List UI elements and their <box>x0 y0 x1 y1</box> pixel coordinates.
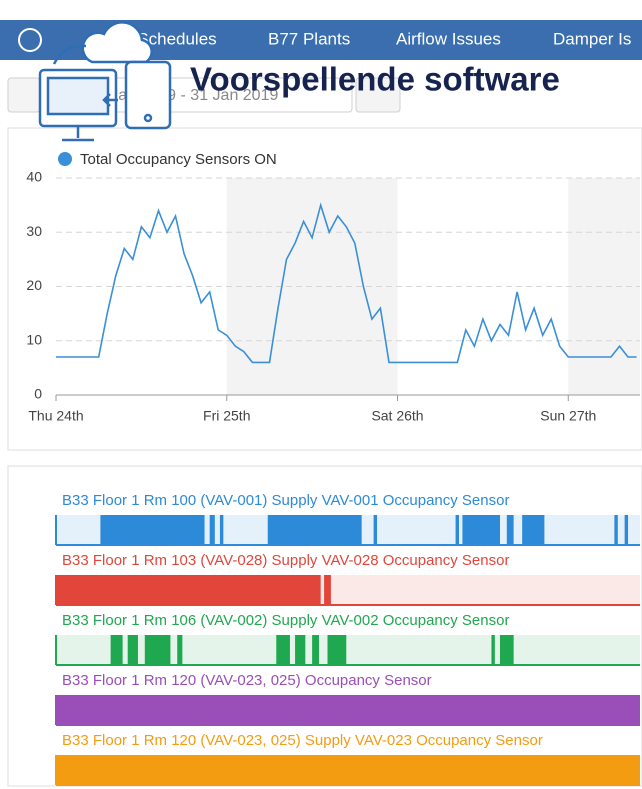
strip-label: B33 Floor 1 Rm 100 (VAV-001) Supply VAV-… <box>62 492 509 509</box>
x-tick-label: Sun 27th <box>540 408 596 424</box>
y-tick-label: 30 <box>26 223 42 239</box>
strip-label: B33 Floor 1 Rm 120 (VAV-023, 025) Occupa… <box>62 672 432 689</box>
nav-logo <box>18 28 42 52</box>
occupancy-interval <box>614 515 618 545</box>
occupancy-interval <box>144 635 171 665</box>
prev-button[interactable] <box>7 77 41 113</box>
legend-swatch <box>58 152 72 166</box>
occupancy-interval <box>499 635 514 665</box>
timelines: B33 Floor 1 Rm 100 (VAV-001) Supply VAV-… <box>55 492 640 786</box>
strip-label: B33 Floor 1 Rm 106 (VAV-002) Supply VAV-… <box>62 612 509 629</box>
y-tick-label: 0 <box>34 386 42 402</box>
strip-label: B33 Floor 1 Rm 103 (VAV-028) Supply VAV-… <box>62 552 509 569</box>
strip-background <box>56 635 640 665</box>
occupancy-interval <box>327 635 347 665</box>
occupancy-interval <box>324 575 331 605</box>
occupancy-interval <box>100 515 205 545</box>
occupancy-interval <box>312 635 319 665</box>
overlay-icon <box>38 21 172 142</box>
occupancy-interval <box>56 695 640 725</box>
occupancy-interval <box>276 635 290 665</box>
occupancy-interval <box>624 515 629 545</box>
occupancy-interval <box>506 515 514 545</box>
occupancy-interval <box>127 635 138 665</box>
nav-item[interactable]: Damper Is <box>553 29 631 48</box>
refresh-button[interactable] <box>355 77 401 113</box>
x-tick-label: Sat 26th <box>371 408 423 424</box>
occupancy-interval <box>56 575 321 605</box>
occupancy-interval <box>56 755 640 785</box>
legend-label: Total Occupancy Sensors ON <box>80 151 277 168</box>
overlay-title: Voorspellende software <box>190 61 560 98</box>
occupancy-interval <box>295 635 306 665</box>
strip-label: B33 Floor 1 Rm 120 (VAV-023, 025) Supply… <box>62 732 543 749</box>
occupancy-interval <box>522 515 545 545</box>
chart: 0 10 20 30 40 Thu 24th Fri 25th Sat 26th Sun 27t… <box>26 151 640 424</box>
occupancy-interval <box>455 515 459 545</box>
x-tick-label: Thu 24th <box>28 408 83 424</box>
y-tick-label: 40 <box>26 169 42 185</box>
series-line <box>56 202 637 364</box>
occupancy-interval <box>110 635 123 665</box>
nav-item[interactable]: B77 Plants <box>268 29 350 48</box>
occupancy-interval <box>219 515 224 545</box>
occupancy-interval <box>209 515 215 545</box>
occupancy-interval <box>462 515 500 545</box>
occupancy-interval <box>177 635 183 665</box>
nav-item[interactable]: Airflow Issues <box>396 29 501 48</box>
occupancy-interval <box>491 635 495 665</box>
y-tick-label: 10 <box>26 331 42 347</box>
x-tick-label: Fri 25th <box>203 408 250 424</box>
occupancy-interval <box>267 515 362 545</box>
y-tick-label: 20 <box>26 277 42 293</box>
occupancy-interval <box>373 515 378 545</box>
